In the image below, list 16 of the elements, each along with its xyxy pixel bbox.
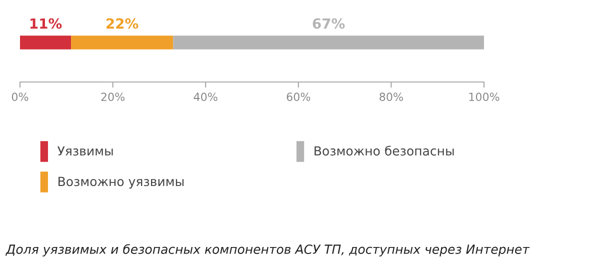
bar <box>173 36 484 50</box>
x-tick-label: 20% <box>101 92 125 102</box>
x-tick-label: 0% <box>12 92 28 102</box>
data-label: 22% <box>106 18 138 29</box>
x-tick-label: 80% <box>380 92 403 102</box>
legend-label: Возможно уязвимы <box>58 176 184 189</box>
bar <box>20 36 72 50</box>
x-tick-label: 60% <box>286 92 310 102</box>
text: Доля уязвимых и безопасных компонентов АСУ ТП, доступных через Интернет <box>6 244 530 256</box>
x-tick-label: 100% <box>469 92 500 102</box>
x-tick-label: 40% <box>194 92 218 102</box>
data-label: 67% <box>312 18 345 29</box>
legend-label: Возможно безопасны <box>314 146 454 156</box>
data-label: 11% <box>30 18 62 29</box>
bar <box>71 36 174 50</box>
legend-label: Уязвимы <box>58 146 113 156</box>
